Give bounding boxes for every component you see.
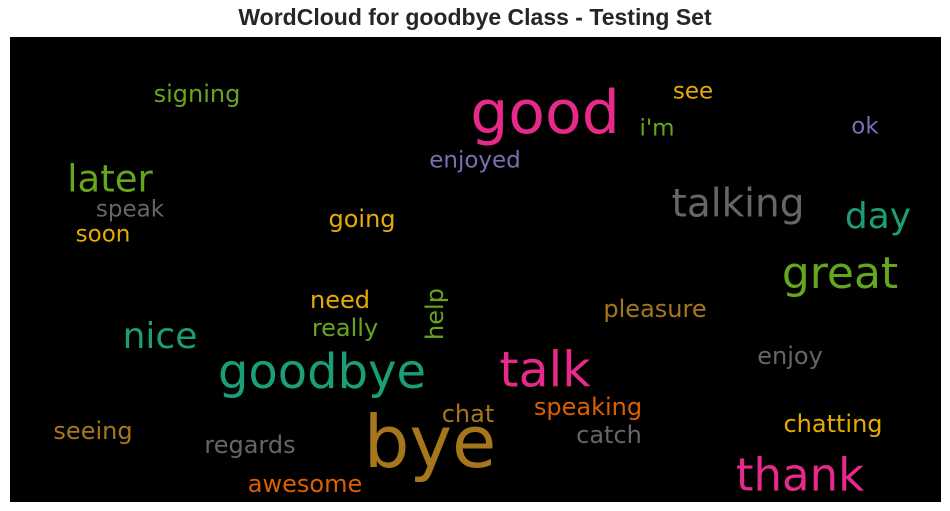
word-enjoyed: enjoyed [429,147,521,174]
word-speak: speak [95,196,165,223]
word-later: later [67,157,153,201]
word-talking: talking [671,181,805,227]
word-goodbye: goodbye [217,344,427,400]
word-chat: chat [441,400,495,428]
word-good: good [470,78,620,148]
word-need: need [310,286,370,314]
word-really: really [311,314,379,342]
word-great: great [781,248,899,299]
word-day: day [844,196,912,237]
word-enjoy: enjoy [757,342,823,370]
word-awesome: awesome [247,470,363,498]
word-see: see [672,78,714,105]
word-regards: regards [204,431,296,459]
word-speaking: speaking [533,393,643,421]
word-nice: nice [122,316,198,357]
word-help: help [421,288,449,340]
word-seeing: seeing [53,417,133,445]
word-going: going [328,205,396,233]
word-chatting: chatting [783,410,883,438]
word-ok: ok [851,113,879,140]
word-talk: talk [499,341,591,399]
word-soon: soon [75,221,131,248]
word-catch: catch [576,421,642,449]
word-pleasure: pleasure [603,295,707,323]
chart-title: WordCloud for goodbye Class - Testing Se… [238,4,712,30]
word-bye: bye [363,400,497,484]
word-thank: thank [735,448,865,502]
word-signing: signing [153,80,241,108]
wordcloud-canvas: good bye goodbye talk thank great talking later… [10,37,941,502]
word-im: i'm [639,115,675,142]
